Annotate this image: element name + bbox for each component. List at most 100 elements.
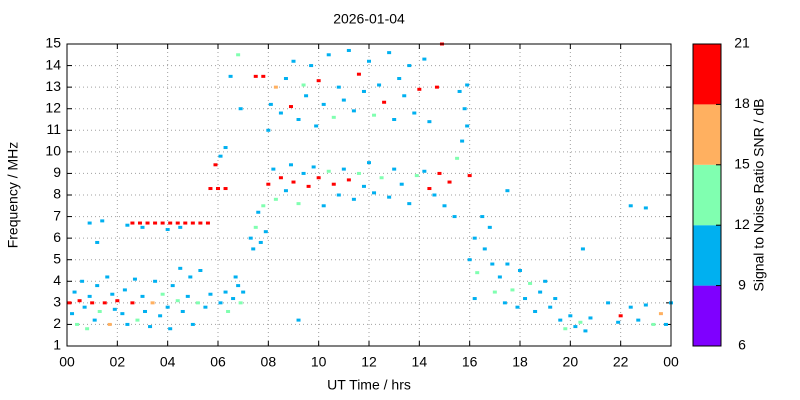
data-point: [165, 305, 170, 309]
data-point: [137, 221, 142, 225]
data-point: [658, 312, 663, 316]
data-point: [472, 297, 477, 301]
data-point: [502, 301, 507, 305]
data-point: [505, 189, 510, 193]
data-point: [236, 284, 241, 288]
data-point: [132, 277, 137, 281]
data-point: [465, 124, 470, 128]
y-axis-label: Frequency / MHz: [5, 142, 21, 249]
data-point: [392, 118, 397, 121]
data-point: [218, 154, 223, 158]
data-point: [170, 284, 175, 288]
x-tick-label: 14: [412, 354, 428, 370]
data-point: [372, 113, 377, 117]
data-point: [107, 322, 112, 326]
data-point: [316, 79, 321, 83]
x-tick-label: 02: [110, 354, 126, 370]
data-point: [180, 309, 185, 313]
data-point: [223, 187, 228, 191]
data-point: [356, 171, 361, 175]
data-point: [663, 322, 668, 326]
y-tick-label: 7: [53, 207, 61, 223]
data-point: [120, 312, 125, 316]
data-point: [407, 64, 412, 68]
data-point: [95, 240, 100, 244]
data-point: [278, 176, 283, 180]
data-point: [510, 288, 515, 292]
data-point: [606, 301, 611, 305]
data-point: [392, 167, 397, 171]
data-point: [505, 262, 510, 266]
colorbar-band: [693, 44, 721, 105]
data-point: [185, 294, 190, 298]
y-tick-label: 3: [53, 294, 61, 310]
colorbar-label: Signal to Noise Ratio SNR / dB: [751, 99, 767, 292]
data-point: [288, 163, 293, 167]
data-point: [291, 59, 296, 63]
data-point: [87, 221, 92, 225]
data-point: [316, 176, 321, 180]
data-point: [226, 309, 231, 313]
data-point: [417, 87, 422, 91]
data-point: [248, 236, 253, 240]
data-point: [422, 57, 427, 61]
data-point: [87, 294, 92, 298]
data-point: [467, 174, 472, 178]
data-point: [636, 318, 641, 322]
data-point: [77, 299, 82, 303]
data-point: [382, 100, 387, 104]
data-point: [301, 171, 306, 175]
colorbar-band: [693, 285, 721, 346]
data-point: [578, 320, 583, 324]
data-point: [331, 115, 336, 119]
data-point: [273, 197, 278, 201]
data-point: [143, 309, 148, 313]
y-tick-label: 11: [46, 121, 61, 137]
data-point: [346, 178, 351, 182]
data-point: [528, 281, 533, 285]
data-point: [291, 180, 296, 184]
data-point: [253, 74, 258, 78]
y-tick-label: 10: [45, 143, 61, 159]
data-point: [331, 182, 336, 186]
data-point: [115, 299, 120, 303]
data-point: [321, 102, 326, 106]
data-point: [399, 182, 404, 186]
data-point: [616, 320, 621, 324]
data-point: [236, 53, 241, 57]
data-point: [90, 301, 95, 305]
data-point: [379, 176, 384, 180]
data-point: [457, 89, 462, 93]
data-point: [72, 290, 77, 294]
data-point: [266, 182, 271, 186]
data-point: [651, 322, 656, 326]
data-point: [178, 266, 183, 270]
data-point: [165, 228, 170, 232]
data-point: [387, 51, 392, 55]
data-point: [288, 105, 293, 109]
y-tick-label: 14: [45, 56, 61, 72]
data-point: [190, 322, 195, 326]
data-point: [427, 120, 432, 124]
data-point: [97, 309, 102, 313]
data-point: [266, 128, 271, 132]
y-tick-label: 13: [45, 78, 61, 94]
data-point: [256, 210, 261, 214]
data-point: [387, 195, 392, 199]
data-point: [168, 327, 173, 331]
data-point: [437, 171, 442, 175]
data-point: [188, 275, 193, 279]
data-point: [367, 161, 371, 165]
data-point: [311, 165, 316, 169]
data-point: [153, 221, 158, 225]
data-point: [190, 221, 195, 225]
data-point: [140, 225, 145, 229]
data-point: [213, 163, 218, 167]
data-point: [205, 221, 210, 225]
data-point: [583, 329, 588, 333]
data-point: [130, 301, 135, 305]
data-point: [538, 290, 543, 294]
data-point: [432, 193, 437, 197]
data-point: [158, 314, 163, 318]
